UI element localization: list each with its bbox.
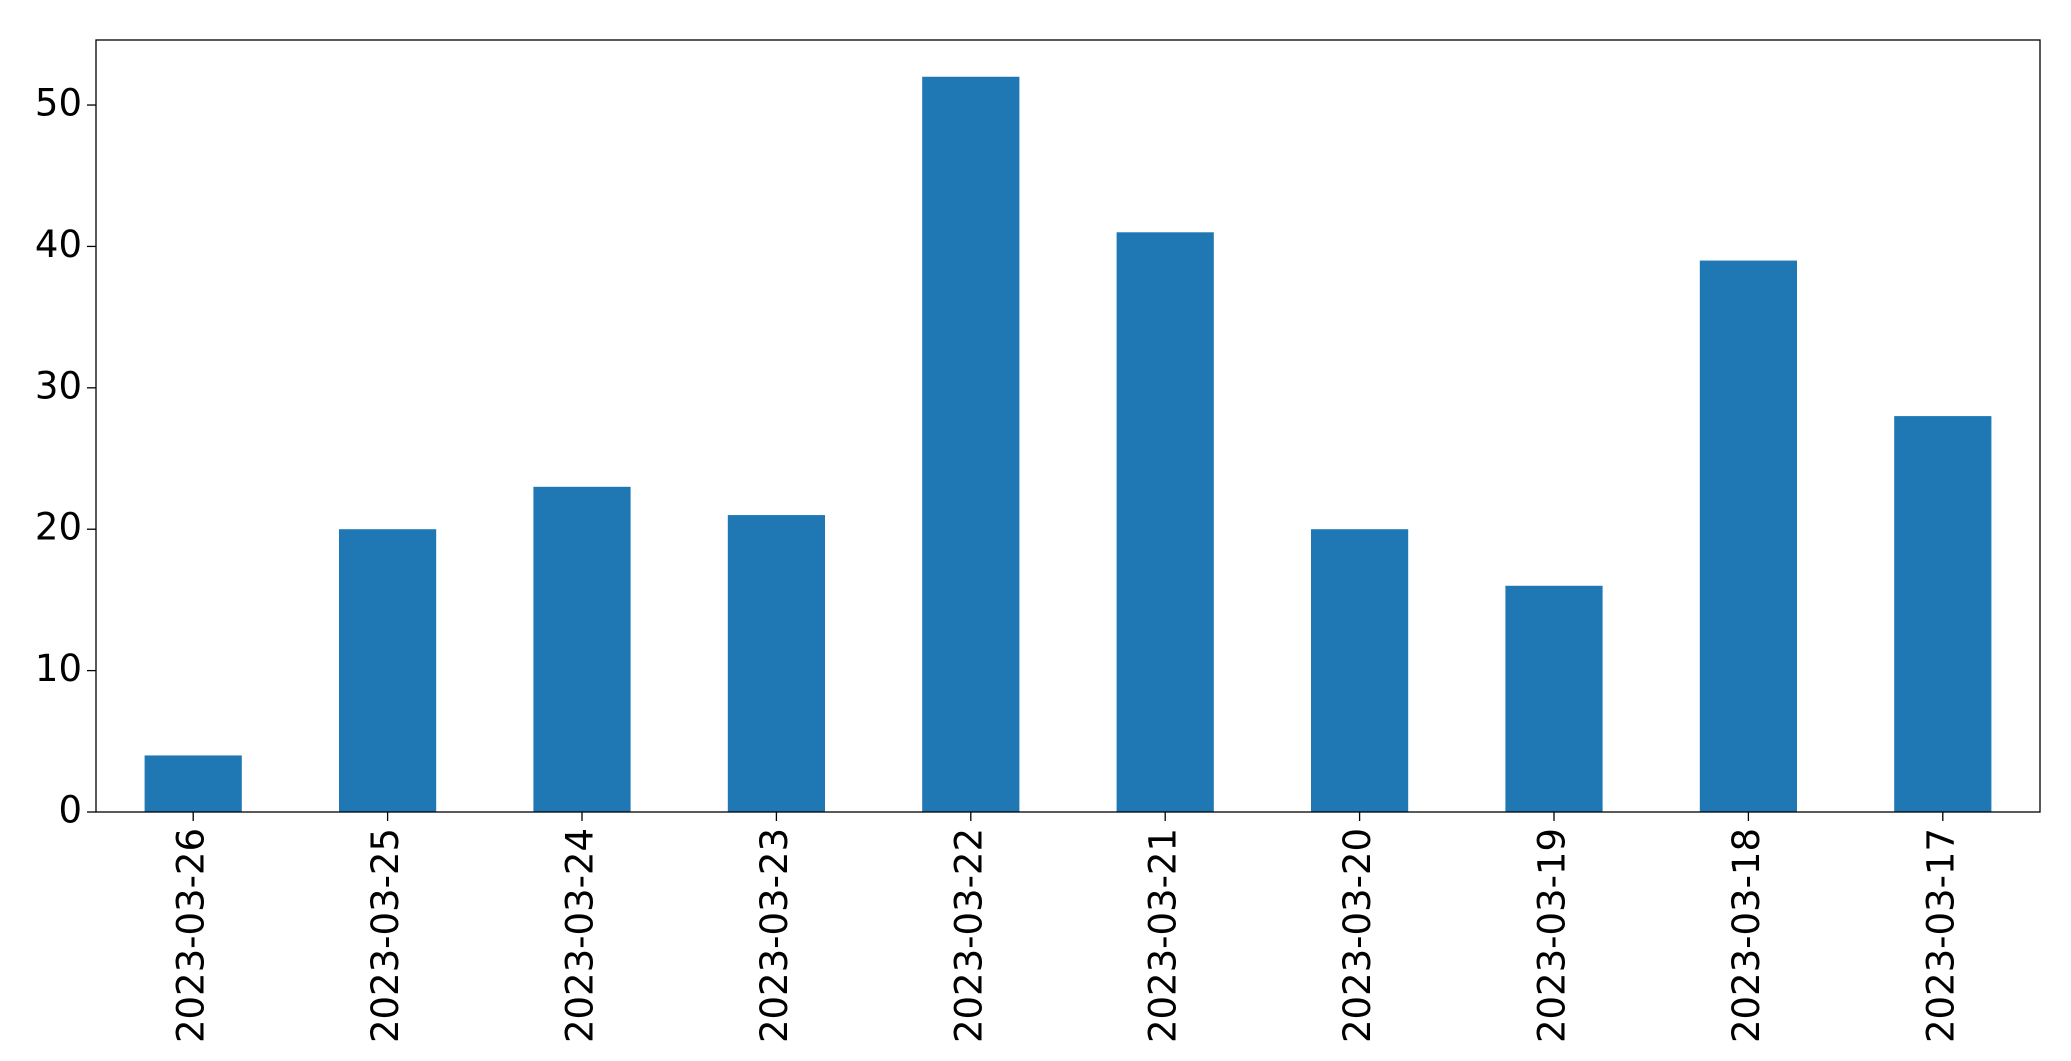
x-tick-label: 2023-03-20 bbox=[1336, 828, 1379, 1043]
bar bbox=[144, 755, 242, 812]
x-tick-label: 2023-03-17 bbox=[1919, 828, 1962, 1043]
x-tick-label: 2023-03-23 bbox=[753, 828, 796, 1043]
x-tick-label: 2023-03-25 bbox=[364, 828, 407, 1043]
x-tick-label: 2023-03-21 bbox=[1142, 828, 1185, 1043]
x-tick-label: 2023-03-18 bbox=[1725, 828, 1768, 1043]
x-tick-label: 2023-03-24 bbox=[559, 828, 602, 1043]
bar bbox=[922, 76, 1020, 812]
bar bbox=[1505, 585, 1603, 812]
y-tick-label: 40 bbox=[35, 223, 82, 266]
bar bbox=[533, 486, 631, 812]
y-tick-label: 0 bbox=[58, 789, 82, 832]
bar bbox=[727, 515, 825, 812]
bar bbox=[1699, 260, 1797, 813]
y-tick-label: 20 bbox=[35, 506, 82, 549]
x-tick-label: 2023-03-22 bbox=[947, 828, 990, 1043]
bar bbox=[1894, 416, 1992, 812]
bar bbox=[1116, 232, 1214, 813]
bar bbox=[339, 529, 437, 812]
y-tick-label: 30 bbox=[35, 364, 82, 407]
y-tick-label: 50 bbox=[35, 82, 82, 125]
bar bbox=[1311, 529, 1409, 812]
y-tick-label: 10 bbox=[35, 647, 82, 690]
x-tick-label: 2023-03-26 bbox=[170, 828, 213, 1043]
plot-frame bbox=[95, 39, 2041, 813]
x-tick-label: 2023-03-19 bbox=[1531, 828, 1574, 1043]
